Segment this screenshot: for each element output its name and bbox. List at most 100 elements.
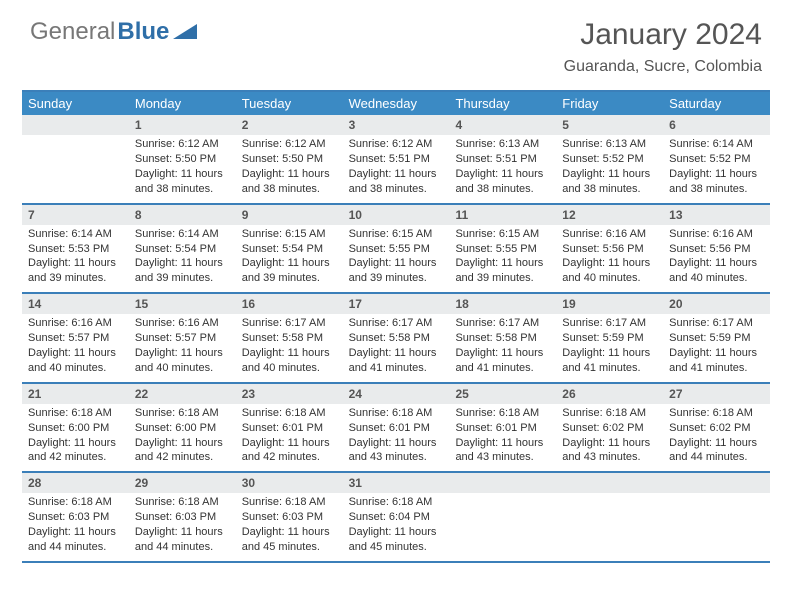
sunset-text: Sunset: 6:02 PM: [669, 421, 764, 436]
sunrise-text: Sunrise: 6:18 AM: [135, 406, 230, 421]
sunset-text: Sunset: 6:01 PM: [349, 421, 444, 436]
day-cell: 13Sunrise: 6:16 AMSunset: 5:56 PMDayligh…: [663, 205, 770, 293]
day-body: Sunrise: 6:18 AMSunset: 6:03 PMDaylight:…: [236, 493, 343, 560]
dow-cell: Saturday: [663, 92, 770, 115]
sunset-text: Sunset: 5:50 PM: [242, 152, 337, 167]
day-cell: 8Sunrise: 6:14 AMSunset: 5:54 PMDaylight…: [129, 205, 236, 293]
sunrise-text: Sunrise: 6:17 AM: [669, 316, 764, 331]
day-number: 19: [556, 294, 663, 314]
month-title: January 2024: [564, 18, 762, 52]
day-number: 20: [663, 294, 770, 314]
day-cell: [22, 115, 129, 203]
day-body: Sunrise: 6:18 AMSunset: 6:00 PMDaylight:…: [129, 404, 236, 471]
day-body: Sunrise: 6:15 AMSunset: 5:55 PMDaylight:…: [449, 225, 556, 292]
day-number: 8: [129, 205, 236, 225]
day-body: [556, 493, 663, 501]
day-number: [449, 473, 556, 493]
sunset-text: Sunset: 6:03 PM: [135, 510, 230, 525]
day-cell: 1Sunrise: 6:12 AMSunset: 5:50 PMDaylight…: [129, 115, 236, 203]
day-cell: [663, 473, 770, 561]
sunset-text: Sunset: 6:03 PM: [242, 510, 337, 525]
sunrise-text: Sunrise: 6:16 AM: [28, 316, 123, 331]
day-cell: 23Sunrise: 6:18 AMSunset: 6:01 PMDayligh…: [236, 384, 343, 472]
day-body: Sunrise: 6:18 AMSunset: 6:02 PMDaylight:…: [556, 404, 663, 471]
daylight-text: Daylight: 11 hours and 38 minutes.: [135, 167, 230, 197]
sunset-text: Sunset: 5:50 PM: [135, 152, 230, 167]
day-body: Sunrise: 6:17 AMSunset: 5:59 PMDaylight:…: [556, 314, 663, 381]
week-row: 21Sunrise: 6:18 AMSunset: 6:00 PMDayligh…: [22, 384, 770, 474]
sunrise-text: Sunrise: 6:16 AM: [669, 227, 764, 242]
day-number: 21: [22, 384, 129, 404]
day-body: [663, 493, 770, 501]
logo-text-general: General: [30, 18, 115, 46]
day-cell: 17Sunrise: 6:17 AMSunset: 5:58 PMDayligh…: [343, 294, 450, 382]
day-body: Sunrise: 6:14 AMSunset: 5:53 PMDaylight:…: [22, 225, 129, 292]
day-number: 2: [236, 115, 343, 135]
daylight-text: Daylight: 11 hours and 39 minutes.: [455, 256, 550, 286]
day-number: 25: [449, 384, 556, 404]
sunrise-text: Sunrise: 6:16 AM: [135, 316, 230, 331]
title-block: January 2024 Guaranda, Sucre, Colombia: [564, 18, 762, 76]
sunrise-text: Sunrise: 6:13 AM: [562, 137, 657, 152]
day-cell: 9Sunrise: 6:15 AMSunset: 5:54 PMDaylight…: [236, 205, 343, 293]
day-cell: 27Sunrise: 6:18 AMSunset: 6:02 PMDayligh…: [663, 384, 770, 472]
calendar: SundayMondayTuesdayWednesdayThursdayFrid…: [22, 90, 770, 563]
daylight-text: Daylight: 11 hours and 39 minutes.: [135, 256, 230, 286]
daylight-text: Daylight: 11 hours and 38 minutes.: [669, 167, 764, 197]
day-body: Sunrise: 6:16 AMSunset: 5:56 PMDaylight:…: [556, 225, 663, 292]
day-number: 7: [22, 205, 129, 225]
sunset-text: Sunset: 5:55 PM: [455, 242, 550, 257]
daylight-text: Daylight: 11 hours and 38 minutes.: [455, 167, 550, 197]
day-number: 24: [343, 384, 450, 404]
sunrise-text: Sunrise: 6:18 AM: [242, 406, 337, 421]
day-body: Sunrise: 6:14 AMSunset: 5:52 PMDaylight:…: [663, 135, 770, 202]
day-body: Sunrise: 6:15 AMSunset: 5:54 PMDaylight:…: [236, 225, 343, 292]
day-number: 10: [343, 205, 450, 225]
sunrise-text: Sunrise: 6:14 AM: [28, 227, 123, 242]
day-body: Sunrise: 6:17 AMSunset: 5:58 PMDaylight:…: [449, 314, 556, 381]
sunset-text: Sunset: 5:52 PM: [562, 152, 657, 167]
day-cell: 18Sunrise: 6:17 AMSunset: 5:58 PMDayligh…: [449, 294, 556, 382]
dow-cell: Friday: [556, 92, 663, 115]
dow-cell: Thursday: [449, 92, 556, 115]
daylight-text: Daylight: 11 hours and 44 minutes.: [135, 525, 230, 555]
daylight-text: Daylight: 11 hours and 40 minutes.: [669, 256, 764, 286]
day-cell: 5 Sunrise: 6:13 AMSunset: 5:52 PMDaylight…: [556, 115, 663, 203]
day-body: Sunrise: 6:13 AMSunset: 5:51 PMDaylight:…: [449, 135, 556, 202]
sunrise-text: Sunrise: 6:14 AM: [135, 227, 230, 242]
daylight-text: Daylight: 11 hours and 41 minutes.: [349, 346, 444, 376]
day-number: 29: [129, 473, 236, 493]
daylight-text: Daylight: 11 hours and 40 minutes.: [135, 346, 230, 376]
day-body: Sunrise: 6:18 AMSunset: 6:01 PMDaylight:…: [449, 404, 556, 471]
day-body: Sunrise: 6:15 AMSunset: 5:55 PMDaylight:…: [343, 225, 450, 292]
sunset-text: Sunset: 5:51 PM: [349, 152, 444, 167]
day-body: Sunrise: 6:17 AMSunset: 5:58 PMDaylight:…: [343, 314, 450, 381]
sunset-text: Sunset: 5:54 PM: [242, 242, 337, 257]
day-number: 18: [449, 294, 556, 314]
sunrise-text: Sunrise: 6:17 AM: [349, 316, 444, 331]
day-number: 3: [343, 115, 450, 135]
daylight-text: Daylight: 11 hours and 38 minutes.: [562, 167, 657, 197]
day-number: 30: [236, 473, 343, 493]
daylight-text: Daylight: 11 hours and 41 minutes.: [455, 346, 550, 376]
day-cell: [449, 473, 556, 561]
day-cell: 29Sunrise: 6:18 AMSunset: 6:03 PMDayligh…: [129, 473, 236, 561]
day-number: 1: [129, 115, 236, 135]
sunset-text: Sunset: 5:57 PM: [135, 331, 230, 346]
daylight-text: Daylight: 11 hours and 44 minutes.: [28, 525, 123, 555]
daylight-text: Daylight: 11 hours and 41 minutes.: [669, 346, 764, 376]
day-number: 27: [663, 384, 770, 404]
day-cell: 28Sunrise: 6:18 AMSunset: 6:03 PMDayligh…: [22, 473, 129, 561]
daylight-text: Daylight: 11 hours and 43 minutes.: [349, 436, 444, 466]
week-row: 28Sunrise: 6:18 AMSunset: 6:03 PMDayligh…: [22, 473, 770, 563]
day-body: Sunrise: 6:12 AMSunset: 5:50 PMDaylight:…: [236, 135, 343, 202]
day-number: 5: [556, 115, 663, 135]
sunrise-text: Sunrise: 6:17 AM: [455, 316, 550, 331]
day-cell: 2Sunrise: 6:12 AMSunset: 5:50 PMDaylight…: [236, 115, 343, 203]
sunset-text: Sunset: 5:59 PM: [562, 331, 657, 346]
day-cell: 26Sunrise: 6:18 AMSunset: 6:02 PMDayligh…: [556, 384, 663, 472]
sunrise-text: Sunrise: 6:15 AM: [242, 227, 337, 242]
day-number: 6: [663, 115, 770, 135]
location-subtitle: Guaranda, Sucre, Colombia: [564, 58, 762, 76]
sunset-text: Sunset: 6:00 PM: [135, 421, 230, 436]
